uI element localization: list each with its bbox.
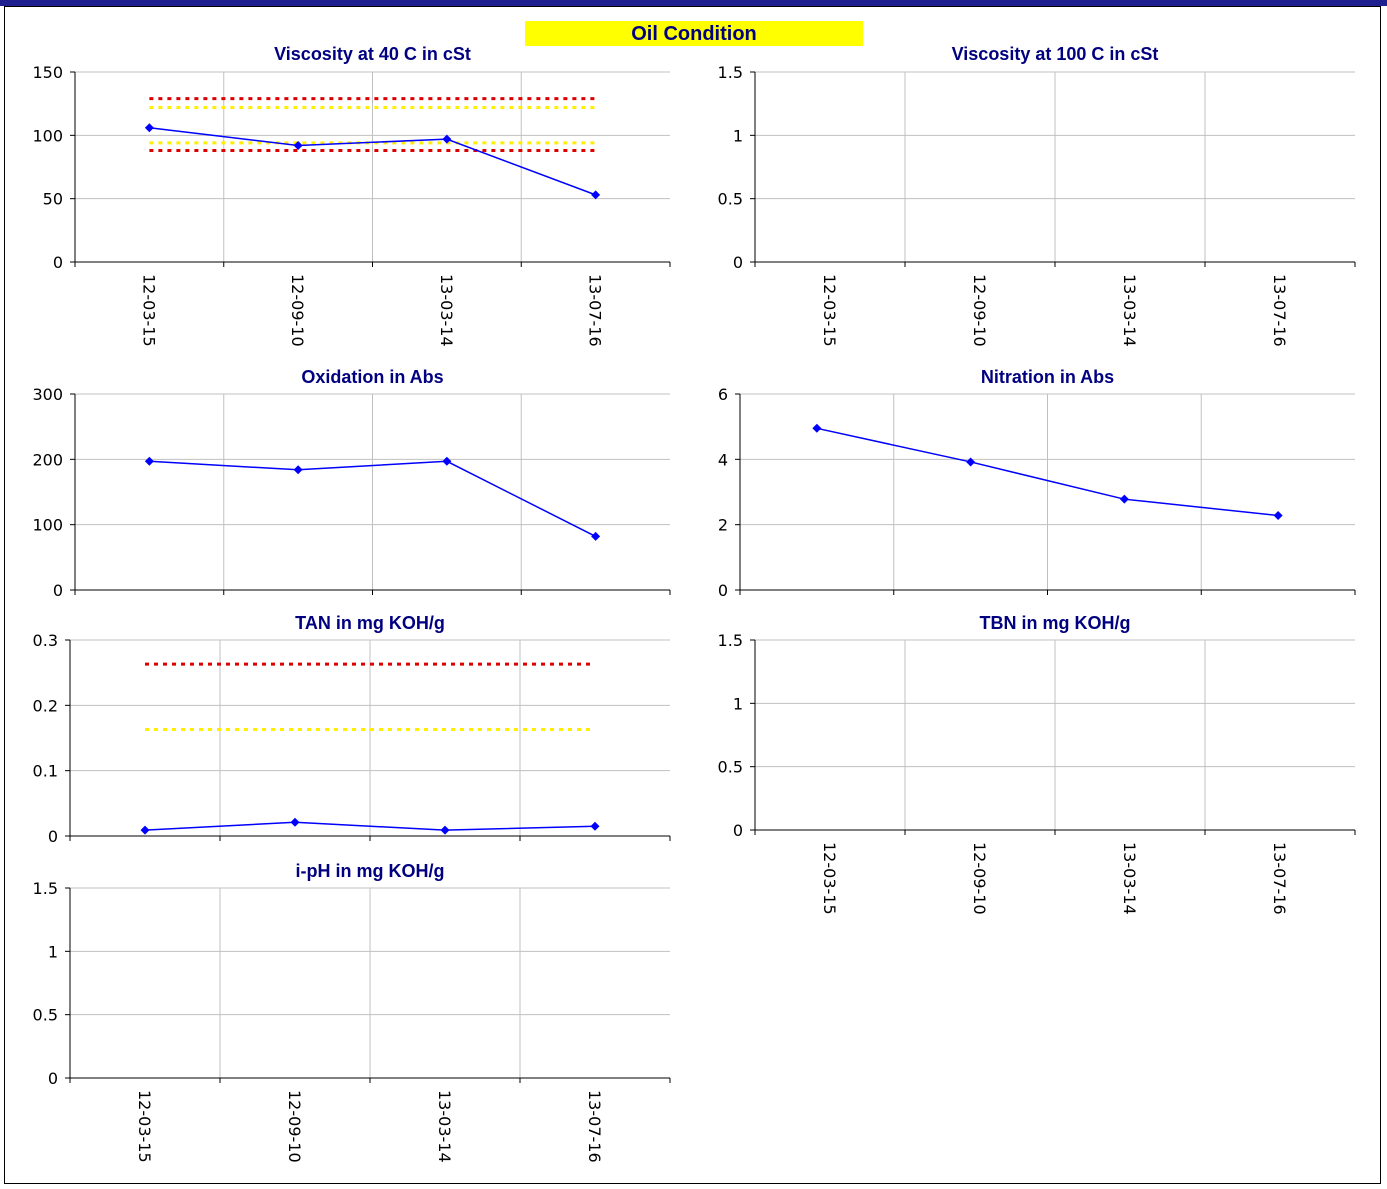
y-tick-label: 0 xyxy=(48,1069,58,1088)
y-tick-label: 0 xyxy=(718,581,728,600)
chart-title: TAN in mg KOH/g xyxy=(295,613,445,633)
data-point xyxy=(144,123,154,133)
chart-title: Viscosity at 40 C in cSt xyxy=(274,44,471,64)
series-line xyxy=(816,427,1279,517)
y-tick-label: 0.5 xyxy=(718,758,743,777)
y-tick-label: 4 xyxy=(718,450,728,469)
page-heading: Oil Condition xyxy=(525,21,863,46)
x-tick-label: 13-03-14 xyxy=(435,1090,454,1163)
x-tick-label: 12-09-10 xyxy=(285,1090,304,1163)
chart-title: TBN in mg KOH/g xyxy=(980,613,1131,633)
series-line xyxy=(149,460,596,538)
y-tick-label: 0 xyxy=(48,827,58,846)
data-point xyxy=(442,134,452,144)
x-tick-label: 13-07-16 xyxy=(1270,842,1289,915)
chart-title: Viscosity at 100 C in cSt xyxy=(952,44,1159,64)
data-point xyxy=(1119,494,1129,504)
data-point xyxy=(812,423,822,433)
chart-title: Nitration in Abs xyxy=(981,367,1114,387)
x-tick-label: 12-09-10 xyxy=(970,274,989,347)
x-tick-label: 12-03-15 xyxy=(135,1090,154,1163)
y-tick-label: 0 xyxy=(733,253,743,272)
x-tick-label: 12-03-15 xyxy=(820,274,839,347)
chart-2: Viscosity at 100 C in cSt 0 0.5 1 1.5 12-03-1… xyxy=(718,44,1356,347)
y-tick-label: 0.5 xyxy=(33,1006,58,1025)
chart-1: Viscosity at 40 C in cSt 0 50 100 150 12-03-1… xyxy=(32,44,671,347)
y-tick-label: 0.5 xyxy=(718,190,743,209)
x-tick-label: 12-09-10 xyxy=(288,274,307,347)
data-point xyxy=(293,465,303,475)
data-point xyxy=(293,140,303,150)
y-tick-label: 2 xyxy=(718,516,728,535)
y-tick-label: 0 xyxy=(53,253,63,272)
y-tick-label: 300 xyxy=(32,385,63,404)
y-tick-label: 1.5 xyxy=(33,879,58,898)
data-point xyxy=(144,456,154,466)
x-tick-label: 13-03-14 xyxy=(1120,274,1139,347)
x-tick-label: 12-09-10 xyxy=(970,842,989,915)
y-tick-label: 50 xyxy=(43,190,63,209)
y-tick-label: 0.2 xyxy=(33,696,58,715)
y-tick-label: 1 xyxy=(733,694,743,713)
y-tick-label: 0 xyxy=(733,821,743,840)
y-tick-label: 1 xyxy=(48,942,58,961)
chart-4: Nitration in Abs 0 2 4 6 xyxy=(718,367,1356,600)
data-point xyxy=(440,825,450,835)
y-tick-label: 1.5 xyxy=(718,631,743,650)
y-tick-label: 150 xyxy=(32,63,63,82)
data-point xyxy=(1273,511,1283,521)
data-point xyxy=(140,825,150,835)
data-point xyxy=(442,456,452,466)
x-tick-label: 13-07-16 xyxy=(585,1090,604,1163)
report-frame xyxy=(4,6,1381,1184)
series-line xyxy=(144,821,596,831)
data-point xyxy=(591,531,601,541)
y-tick-label: 1.5 xyxy=(718,63,743,82)
y-tick-label: 0.3 xyxy=(33,631,58,650)
x-tick-label: 13-03-14 xyxy=(437,274,456,347)
chart-title: Oxidation in Abs xyxy=(301,367,443,387)
x-tick-label: 12-03-15 xyxy=(820,842,839,915)
x-tick-label: 13-03-14 xyxy=(1120,842,1139,915)
y-tick-label: 1 xyxy=(733,126,743,145)
y-tick-label: 0.1 xyxy=(33,762,58,781)
y-tick-label: 100 xyxy=(32,516,63,535)
data-point xyxy=(590,821,600,831)
y-tick-label: 200 xyxy=(32,450,63,469)
chart-3: Oxidation in Abs 0 100 200 300 xyxy=(32,367,671,600)
chart-title: i-pH in mg KOH/g xyxy=(296,861,445,881)
y-tick-label: 0 xyxy=(53,581,63,600)
data-point xyxy=(290,817,300,827)
x-tick-label: 13-07-16 xyxy=(1270,274,1289,347)
series-line xyxy=(149,126,596,196)
chart-6: TBN in mg KOH/g 0 0.5 1 1.5 12-03-15 12-09-10 1… xyxy=(718,613,1356,915)
chart-5: TAN in mg KOH/g 0 0.1 0.2 0.3 xyxy=(33,613,671,846)
x-tick-label: 13-07-16 xyxy=(586,274,605,347)
top-border-bar xyxy=(0,0,1387,6)
chart-7: i-pH in mg KOH/g 0 0.5 1 1.5 12-03-15 12-09-10… xyxy=(33,861,671,1163)
data-point xyxy=(591,190,601,200)
y-tick-label: 100 xyxy=(32,126,63,145)
data-point xyxy=(966,457,976,467)
x-tick-label: 12-03-15 xyxy=(139,274,158,347)
y-tick-label: 6 xyxy=(718,385,728,404)
